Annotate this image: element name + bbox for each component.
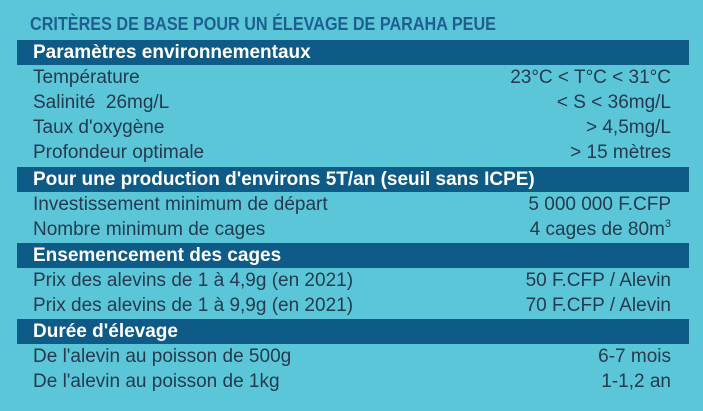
row-value: > 15 mètres: [570, 142, 671, 163]
section-header-duration: Durée d'élevage: [17, 319, 689, 344]
table-row: Investissement minimum de départ 5 000 0…: [17, 192, 689, 217]
table-row: Nombre minimum de cages 4 cages de 80m3: [17, 217, 689, 242]
table-row: De l'alevin au poisson de 500g 6-7 mois: [17, 344, 689, 369]
row-label: Taux d'oxygène: [33, 117, 165, 138]
row-label: Nombre minimum de cages: [33, 219, 266, 240]
row-label: De l'alevin au poisson de 1kg: [33, 371, 280, 392]
row-value: 70 F.CFP / Alevin: [525, 295, 671, 316]
table-row: Prix des alevins de 1 à 9,9g (en 2021) 7…: [17, 293, 689, 318]
row-value: > 4,5mg/L: [585, 117, 671, 138]
table-row: De l'alevin au poisson de 1kg 1-1,2 an: [17, 369, 689, 394]
row-label: Prix des alevins de 1 à 9,9g (en 2021): [33, 295, 354, 316]
table-row: Profondeur optimale > 15 mètres: [17, 140, 689, 165]
row-value: 1-1,2 an: [601, 371, 671, 392]
table-row: Salinité 26mg/L < S < 36mg/L: [17, 90, 689, 115]
card-title: CRITÈRES DE BASE POUR UN ÉLEVAGE DE PARA…: [30, 14, 496, 34]
row-label: De l'alevin au poisson de 500g: [33, 346, 292, 367]
row-label: Investissement minimum de départ: [33, 194, 328, 215]
row-value: 23°C < T°C < 31°C: [510, 67, 671, 88]
row-label: Profondeur optimale: [33, 142, 205, 163]
superscript: 3: [664, 218, 671, 230]
row-value-text: 4 cages de 80m: [529, 219, 665, 240]
row-value: < S < 36mg/L: [556, 92, 671, 113]
row-value: 5 000 000 F.CFP: [528, 194, 671, 215]
table-row: Prix des alevins de 1 à 4,9g (en 2021) 5…: [17, 268, 689, 293]
table-row: Taux d'oxygène > 4,5mg/L: [17, 115, 689, 140]
table-row: Température 23°C < T°C < 31°C: [17, 65, 689, 90]
row-value: 6-7 mois: [598, 346, 671, 367]
section-header-environment: Paramètres environnementaux: [17, 40, 689, 65]
section-header-stocking: Ensemencement des cages: [17, 243, 689, 268]
section-header-production: Pour une production d'environs 5T/an (se…: [17, 167, 689, 192]
row-label: Température: [33, 67, 140, 88]
row-label: Salinité 26mg/L: [33, 92, 170, 113]
row-value: 50 F.CFP / Alevin: [525, 270, 671, 291]
row-value: 4 cages de 80m3: [530, 217, 671, 242]
row-label: Prix des alevins de 1 à 4,9g (en 2021): [33, 270, 354, 291]
